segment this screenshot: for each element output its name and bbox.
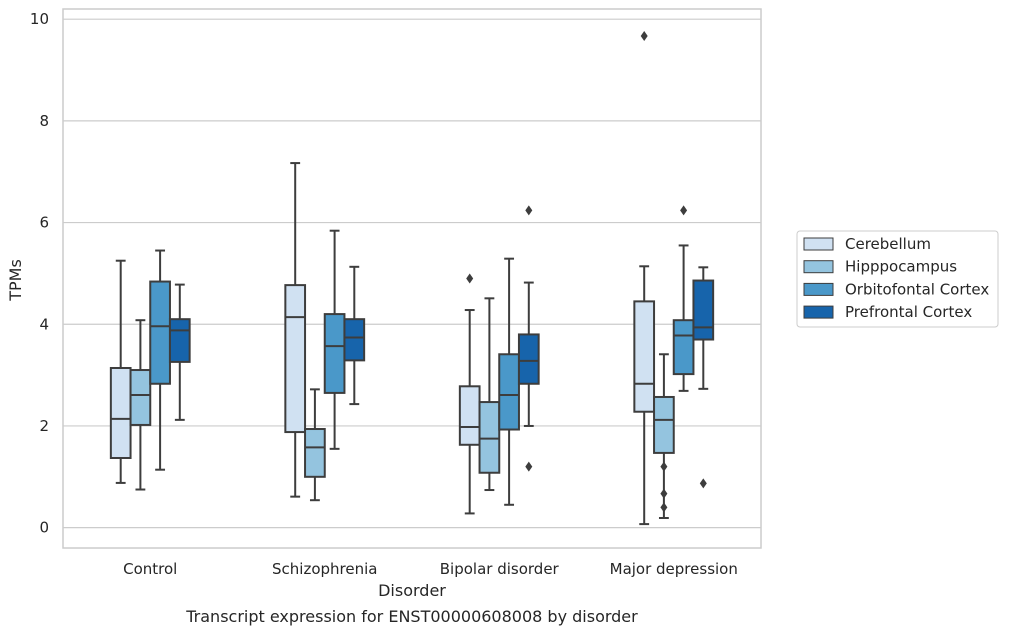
- legend-label: Prefrontal Cortex: [845, 303, 972, 321]
- box-series-2: [149, 205, 695, 506]
- box: [517, 333, 540, 385]
- box: [304, 428, 326, 478]
- legend-label: Cerebellum: [845, 235, 931, 253]
- box: [323, 313, 346, 394]
- box: [672, 319, 695, 376]
- box: [109, 366, 132, 459]
- y-tick-label: 10: [30, 10, 49, 28]
- box: [653, 395, 675, 454]
- chart-caption: Transcript expression for ENST0000060800…: [185, 607, 638, 626]
- box-series: [109, 30, 715, 526]
- box: [692, 279, 715, 341]
- outlier-point: [660, 502, 668, 513]
- legend-swatch: [803, 237, 834, 251]
- x-tick-labels: Control Schizophrenia Bipolar disorder Majo…: [123, 560, 738, 578]
- box: [168, 318, 191, 363]
- box: [129, 369, 152, 426]
- legend-label: Hipppocampus: [845, 258, 957, 276]
- box-series-3: [168, 205, 715, 489]
- box: [149, 280, 171, 385]
- y-axis-label: TPMs: [6, 259, 25, 302]
- box-series-0: [109, 30, 656, 526]
- y-tick-labels: 0 2 4 6 8 10: [30, 10, 49, 536]
- legend-frame: [796, 230, 999, 328]
- x-tick-label: Schizophrenia: [272, 560, 377, 578]
- outlier-point: [680, 205, 688, 216]
- x-tick-label: Bipolar disorder: [440, 560, 560, 578]
- box: [284, 284, 307, 434]
- box: [343, 318, 366, 362]
- outlier-point: [699, 478, 707, 489]
- legend-swatch: [803, 260, 834, 274]
- x-tick-label: Control: [123, 560, 177, 578]
- x-axis-label: Disorder: [378, 581, 446, 600]
- y-tick-label: 4: [39, 315, 49, 333]
- box: [458, 385, 481, 446]
- outlier-point: [660, 488, 668, 499]
- legend-swatch: [803, 282, 834, 296]
- box-series-1: [129, 297, 675, 519]
- legend: Cerebellum Hipppocampus Orbitofontal Corte…: [796, 230, 999, 328]
- outlier-point: [660, 461, 668, 472]
- outlier-point: [525, 461, 533, 472]
- y-tick-label: 2: [39, 417, 49, 435]
- y-tick-label: 8: [39, 112, 49, 130]
- y-tick-label: 0: [39, 519, 49, 537]
- y-tick-label: 6: [39, 214, 49, 232]
- outlier-point: [525, 205, 533, 216]
- legend-label: Orbitofontal Cortex: [845, 280, 989, 298]
- x-tick-label: Major depression: [610, 560, 738, 578]
- outlier-point: [466, 273, 474, 284]
- legend-swatch: [803, 305, 834, 319]
- box: [498, 353, 520, 431]
- outlier-point: [640, 30, 648, 41]
- box: [633, 300, 656, 413]
- plot-area: [62, 8, 762, 549]
- box: [478, 401, 501, 474]
